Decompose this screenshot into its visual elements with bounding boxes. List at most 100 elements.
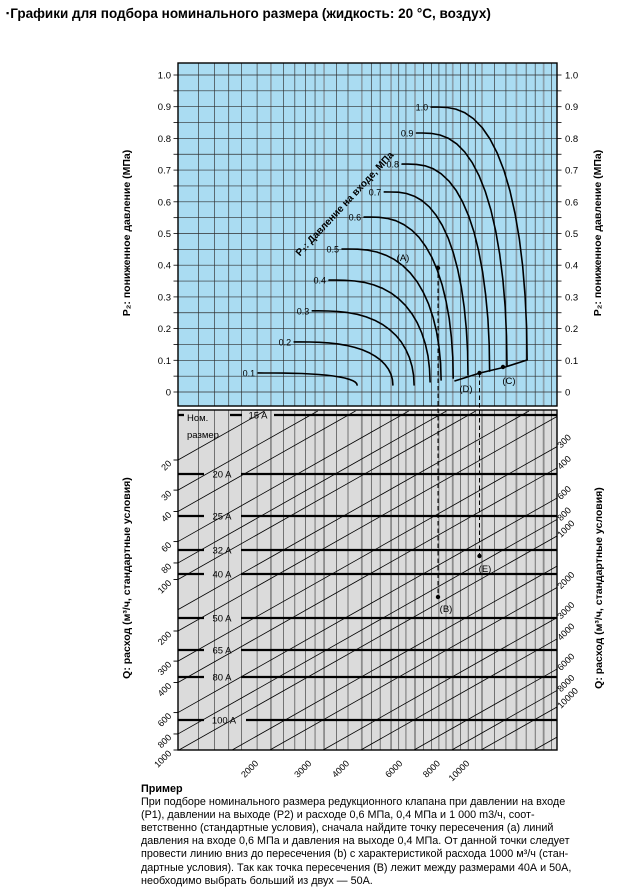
intersection-dot bbox=[500, 364, 506, 370]
annotation-A: (A) bbox=[397, 253, 410, 264]
size-label: 50 A bbox=[212, 614, 232, 625]
flow-diagonal-4000 bbox=[360, 638, 558, 751]
flow-diagonal-300 bbox=[177, 446, 558, 662]
p2-tick-label-right: 0 bbox=[565, 388, 570, 399]
flow-diagonal-800 bbox=[177, 519, 558, 735]
p2-tick-label-left: 0.3 bbox=[158, 292, 171, 303]
p1-curve-0.4 bbox=[328, 279, 431, 383]
example-line: ветственно (стандартные условия), сначал… bbox=[141, 822, 554, 835]
corner-label-line2: размер bbox=[187, 430, 219, 441]
example-line: необходимо выбрать больший из двух — 50А… bbox=[141, 874, 373, 887]
p1-curve-0.1 bbox=[257, 372, 358, 386]
upper-left-axis-title: P₂: пониженное давление (МПа) bbox=[121, 150, 133, 317]
flow-label-left: 300 bbox=[156, 659, 174, 677]
lower-right-axis-title: Q: расход (м³/ч, стандартные условия) bbox=[593, 487, 605, 689]
p1-curve-label: 0.3 bbox=[297, 306, 310, 316]
flow-label-right: 300 bbox=[555, 432, 573, 450]
p2-tick-label-right: 0.4 bbox=[565, 261, 578, 272]
annotation-D: (D) bbox=[459, 384, 472, 395]
flow-label-left: 100 bbox=[156, 578, 174, 596]
size-label: 25 A bbox=[212, 512, 232, 523]
flow-diagonal-100 bbox=[177, 410, 476, 580]
p1-curve-label: 0.4 bbox=[313, 276, 326, 286]
intersection-dot bbox=[435, 594, 441, 600]
upper-chart-border bbox=[177, 62, 558, 407]
flow-diagonal-150 bbox=[177, 410, 530, 610]
lower-left-axis-title: Q: расход (м³/ч, стандартные условия) bbox=[121, 477, 133, 679]
p2-tick-label-left: 0.2 bbox=[158, 324, 171, 335]
p2-tick-label-right: 0.9 bbox=[565, 102, 578, 113]
p2-tick-label-left: 0.7 bbox=[158, 166, 171, 177]
size-label: 80 A bbox=[212, 673, 232, 684]
flow-diagonal-400 bbox=[177, 467, 558, 683]
p1-curve-label: 0.2 bbox=[279, 337, 292, 347]
flow-label-bottom: 4000 bbox=[330, 758, 351, 779]
flow-diagonal-40 bbox=[177, 410, 356, 512]
flow-label-left: 40 bbox=[159, 510, 173, 524]
flow-diagonals bbox=[177, 410, 558, 751]
intersection-dot bbox=[435, 265, 441, 271]
flow-label-right: 1000 bbox=[555, 518, 576, 539]
p1-curve-label: 0.7 bbox=[369, 187, 382, 197]
p2-tick-label-right: 0.2 bbox=[565, 324, 578, 335]
annotation-E: (E) bbox=[479, 564, 492, 575]
p1-curve-0.7 bbox=[383, 191, 469, 376]
p1-curve-0.5 bbox=[341, 248, 442, 381]
example-line: дартные условия). Так как точка пересече… bbox=[141, 861, 572, 874]
p2-tick-label-left: 0.4 bbox=[158, 261, 171, 272]
p1-curve-label: 0.1 bbox=[243, 368, 256, 378]
p1-curve-label: 0.5 bbox=[326, 245, 339, 255]
flow-label-left: 800 bbox=[156, 732, 174, 750]
size-label: 15 A bbox=[248, 411, 268, 422]
flow-diagonal-1000 bbox=[178, 535, 558, 751]
flow-diagonal-10000 bbox=[480, 706, 558, 751]
p2-tick-label-left: 0.5 bbox=[158, 229, 171, 240]
p1-curve-label: 0.6 bbox=[349, 213, 362, 223]
annotation-B: (B) bbox=[440, 604, 453, 615]
page-title-text: Графики для подбора номинального размера… bbox=[10, 6, 491, 21]
example-heading: Пример bbox=[141, 783, 183, 795]
size-label: 100 A bbox=[212, 716, 237, 727]
annotation-C: (C) bbox=[502, 376, 515, 387]
flow-label-left: 400 bbox=[156, 681, 174, 699]
flow-label-left: 80 bbox=[159, 561, 173, 575]
flow-label-left: 20 bbox=[159, 458, 173, 472]
flow-label-left: 1000 bbox=[152, 748, 173, 769]
annotation-layer: (A) (C) (D) (B) (E) bbox=[397, 253, 516, 615]
p2-tick-label-right: 1.0 bbox=[565, 71, 578, 82]
flow-label-right: 2000 bbox=[555, 570, 576, 591]
p1-curve-0.6 bbox=[363, 216, 454, 379]
flow-diagonal-80 bbox=[177, 410, 447, 564]
lower-chart-border bbox=[177, 409, 558, 751]
title-bullet-icon: ▪ bbox=[6, 8, 10, 18]
p2-tick-label-left: 0 bbox=[166, 388, 171, 399]
upper-right-axis-title: P₂: пониженное давление (МПа) bbox=[592, 150, 604, 317]
intersection-dot bbox=[477, 370, 482, 376]
flow-diagonal-2000 bbox=[269, 587, 558, 751]
example-line: При подборе номинального размера редукци… bbox=[141, 796, 566, 809]
flow-label-left: 60 bbox=[159, 540, 173, 554]
flow-label-left: 200 bbox=[156, 629, 174, 647]
example-line: давления на входе 0,6 МПа и давления на … bbox=[141, 835, 570, 848]
size-label: 65 A bbox=[212, 646, 232, 657]
p2-tick-label-left: 0.8 bbox=[158, 134, 171, 145]
upper-chart: 0.10.20.30.40.50.60.70.80.91.01.0 1.00.9 0… bbox=[121, 62, 604, 407]
p1-curve-label: 0.9 bbox=[401, 129, 414, 139]
p1-curve-0.3 bbox=[311, 310, 415, 386]
flow-label-right: 6000 bbox=[555, 651, 576, 672]
flow-diagonal-200 bbox=[177, 416, 558, 632]
flow-label-left: 600 bbox=[156, 711, 174, 729]
example-line: (P1), давлении на выходе (P2) и расходе … bbox=[141, 809, 535, 822]
corner-label-line1: Ном. bbox=[187, 413, 208, 424]
p1-curves: 0.1 0.2 0.3 0.4 0.5 0.6 0.7 0.8 0.9 1.0 bbox=[243, 103, 528, 386]
p1-curve-1.0 bbox=[430, 106, 528, 361]
p1-curve-label: 1.0 bbox=[416, 103, 429, 113]
flow-diagonal-15000 bbox=[534, 736, 558, 751]
p2-tick-label-right: 0.1 bbox=[565, 356, 578, 367]
flow-label-bottom: 10000 bbox=[447, 758, 472, 782]
p1-curve-0.8 bbox=[401, 163, 491, 372]
size-label: 40 A bbox=[212, 570, 232, 581]
flow-label-right: 400 bbox=[555, 454, 573, 472]
intersection-dot bbox=[477, 553, 482, 559]
